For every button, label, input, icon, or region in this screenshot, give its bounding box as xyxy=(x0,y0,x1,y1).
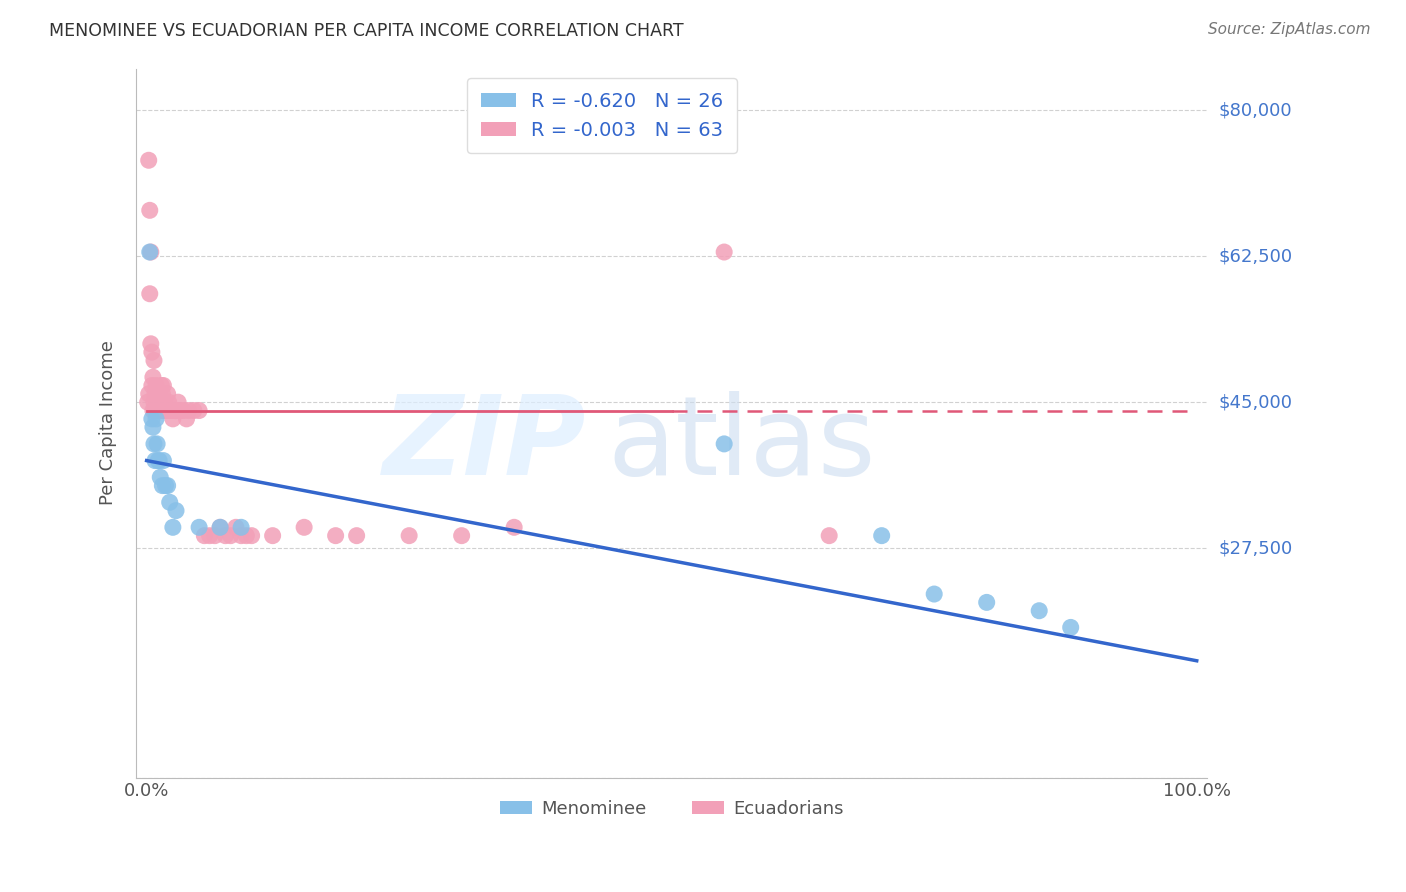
Point xyxy=(138,153,160,168)
Point xyxy=(169,403,191,417)
Point xyxy=(136,395,159,409)
Point xyxy=(150,378,173,392)
Point xyxy=(146,403,169,417)
Text: MENOMINEE VS ECUADORIAN PER CAPITA INCOME CORRELATION CHART: MENOMINEE VS ECUADORIAN PER CAPITA INCOM… xyxy=(49,22,683,40)
Point xyxy=(139,336,162,351)
Point xyxy=(148,453,170,467)
Point xyxy=(142,420,165,434)
Point xyxy=(870,529,893,543)
Point xyxy=(145,412,167,426)
Point xyxy=(235,529,257,543)
Point xyxy=(141,345,163,359)
Point xyxy=(155,403,177,417)
Point xyxy=(157,395,180,409)
Point xyxy=(139,286,162,301)
Point xyxy=(1028,604,1050,618)
Point xyxy=(146,395,169,409)
Point xyxy=(262,529,284,543)
Point xyxy=(152,403,174,417)
Point xyxy=(155,403,177,417)
Point xyxy=(141,378,163,392)
Point xyxy=(146,453,169,467)
Point xyxy=(193,529,215,543)
Point xyxy=(229,520,252,534)
Text: Source: ZipAtlas.com: Source: ZipAtlas.com xyxy=(1208,22,1371,37)
Point xyxy=(143,437,166,451)
Point xyxy=(150,403,173,417)
Point xyxy=(159,403,181,417)
Point xyxy=(163,403,186,417)
Point xyxy=(165,403,187,417)
Point xyxy=(713,437,735,451)
Text: atlas: atlas xyxy=(607,391,876,498)
Text: $45,000: $45,000 xyxy=(1219,393,1292,411)
Point xyxy=(450,529,472,543)
Text: $62,500: $62,500 xyxy=(1219,247,1292,265)
Point xyxy=(143,453,166,467)
Point xyxy=(240,529,263,543)
Point xyxy=(149,395,172,409)
Text: $27,500: $27,500 xyxy=(1219,539,1292,558)
Point xyxy=(183,403,205,417)
Point xyxy=(152,378,174,392)
Point xyxy=(188,520,211,534)
Point xyxy=(142,370,165,384)
Point xyxy=(818,529,841,543)
Point xyxy=(922,587,945,601)
Point xyxy=(156,387,179,401)
Point xyxy=(162,520,184,534)
Point xyxy=(156,478,179,492)
Point xyxy=(142,403,165,417)
Point xyxy=(159,403,181,417)
Point xyxy=(139,245,162,260)
Point xyxy=(141,412,163,426)
Point xyxy=(146,387,169,401)
Text: ZIP: ZIP xyxy=(382,391,586,498)
Point xyxy=(152,453,174,467)
Point xyxy=(139,203,162,218)
Legend: Menominee, Ecuadorians: Menominee, Ecuadorians xyxy=(492,793,851,825)
Point xyxy=(346,529,368,543)
Point xyxy=(146,437,169,451)
Point xyxy=(148,387,170,401)
Point xyxy=(172,403,194,417)
Point xyxy=(145,378,167,392)
Point xyxy=(219,529,242,543)
Point xyxy=(150,478,173,492)
Point xyxy=(138,387,160,401)
Point xyxy=(976,595,998,609)
Point xyxy=(713,245,735,260)
Point xyxy=(214,529,236,543)
Point xyxy=(325,529,347,543)
Point xyxy=(398,529,420,543)
Y-axis label: Per Capita Income: Per Capita Income xyxy=(100,341,117,506)
Point xyxy=(204,529,226,543)
Point xyxy=(177,403,200,417)
Point xyxy=(229,529,252,543)
Point xyxy=(149,470,172,484)
Point xyxy=(162,412,184,426)
Point xyxy=(159,495,181,509)
Point xyxy=(150,387,173,401)
Point xyxy=(188,403,211,417)
Point xyxy=(153,395,176,409)
Point xyxy=(209,520,232,534)
Point xyxy=(165,503,187,517)
Point xyxy=(209,520,232,534)
Point xyxy=(198,529,221,543)
Point xyxy=(167,395,190,409)
Point xyxy=(503,520,526,534)
Point xyxy=(292,520,315,534)
Point xyxy=(225,520,247,534)
Point xyxy=(143,387,166,401)
Text: $80,000: $80,000 xyxy=(1219,101,1292,120)
Point xyxy=(143,353,166,368)
Point xyxy=(143,403,166,417)
Point xyxy=(1060,620,1083,634)
Point xyxy=(143,395,166,409)
Point xyxy=(155,478,177,492)
Point xyxy=(176,412,198,426)
Point xyxy=(139,245,162,260)
Point xyxy=(145,403,167,417)
